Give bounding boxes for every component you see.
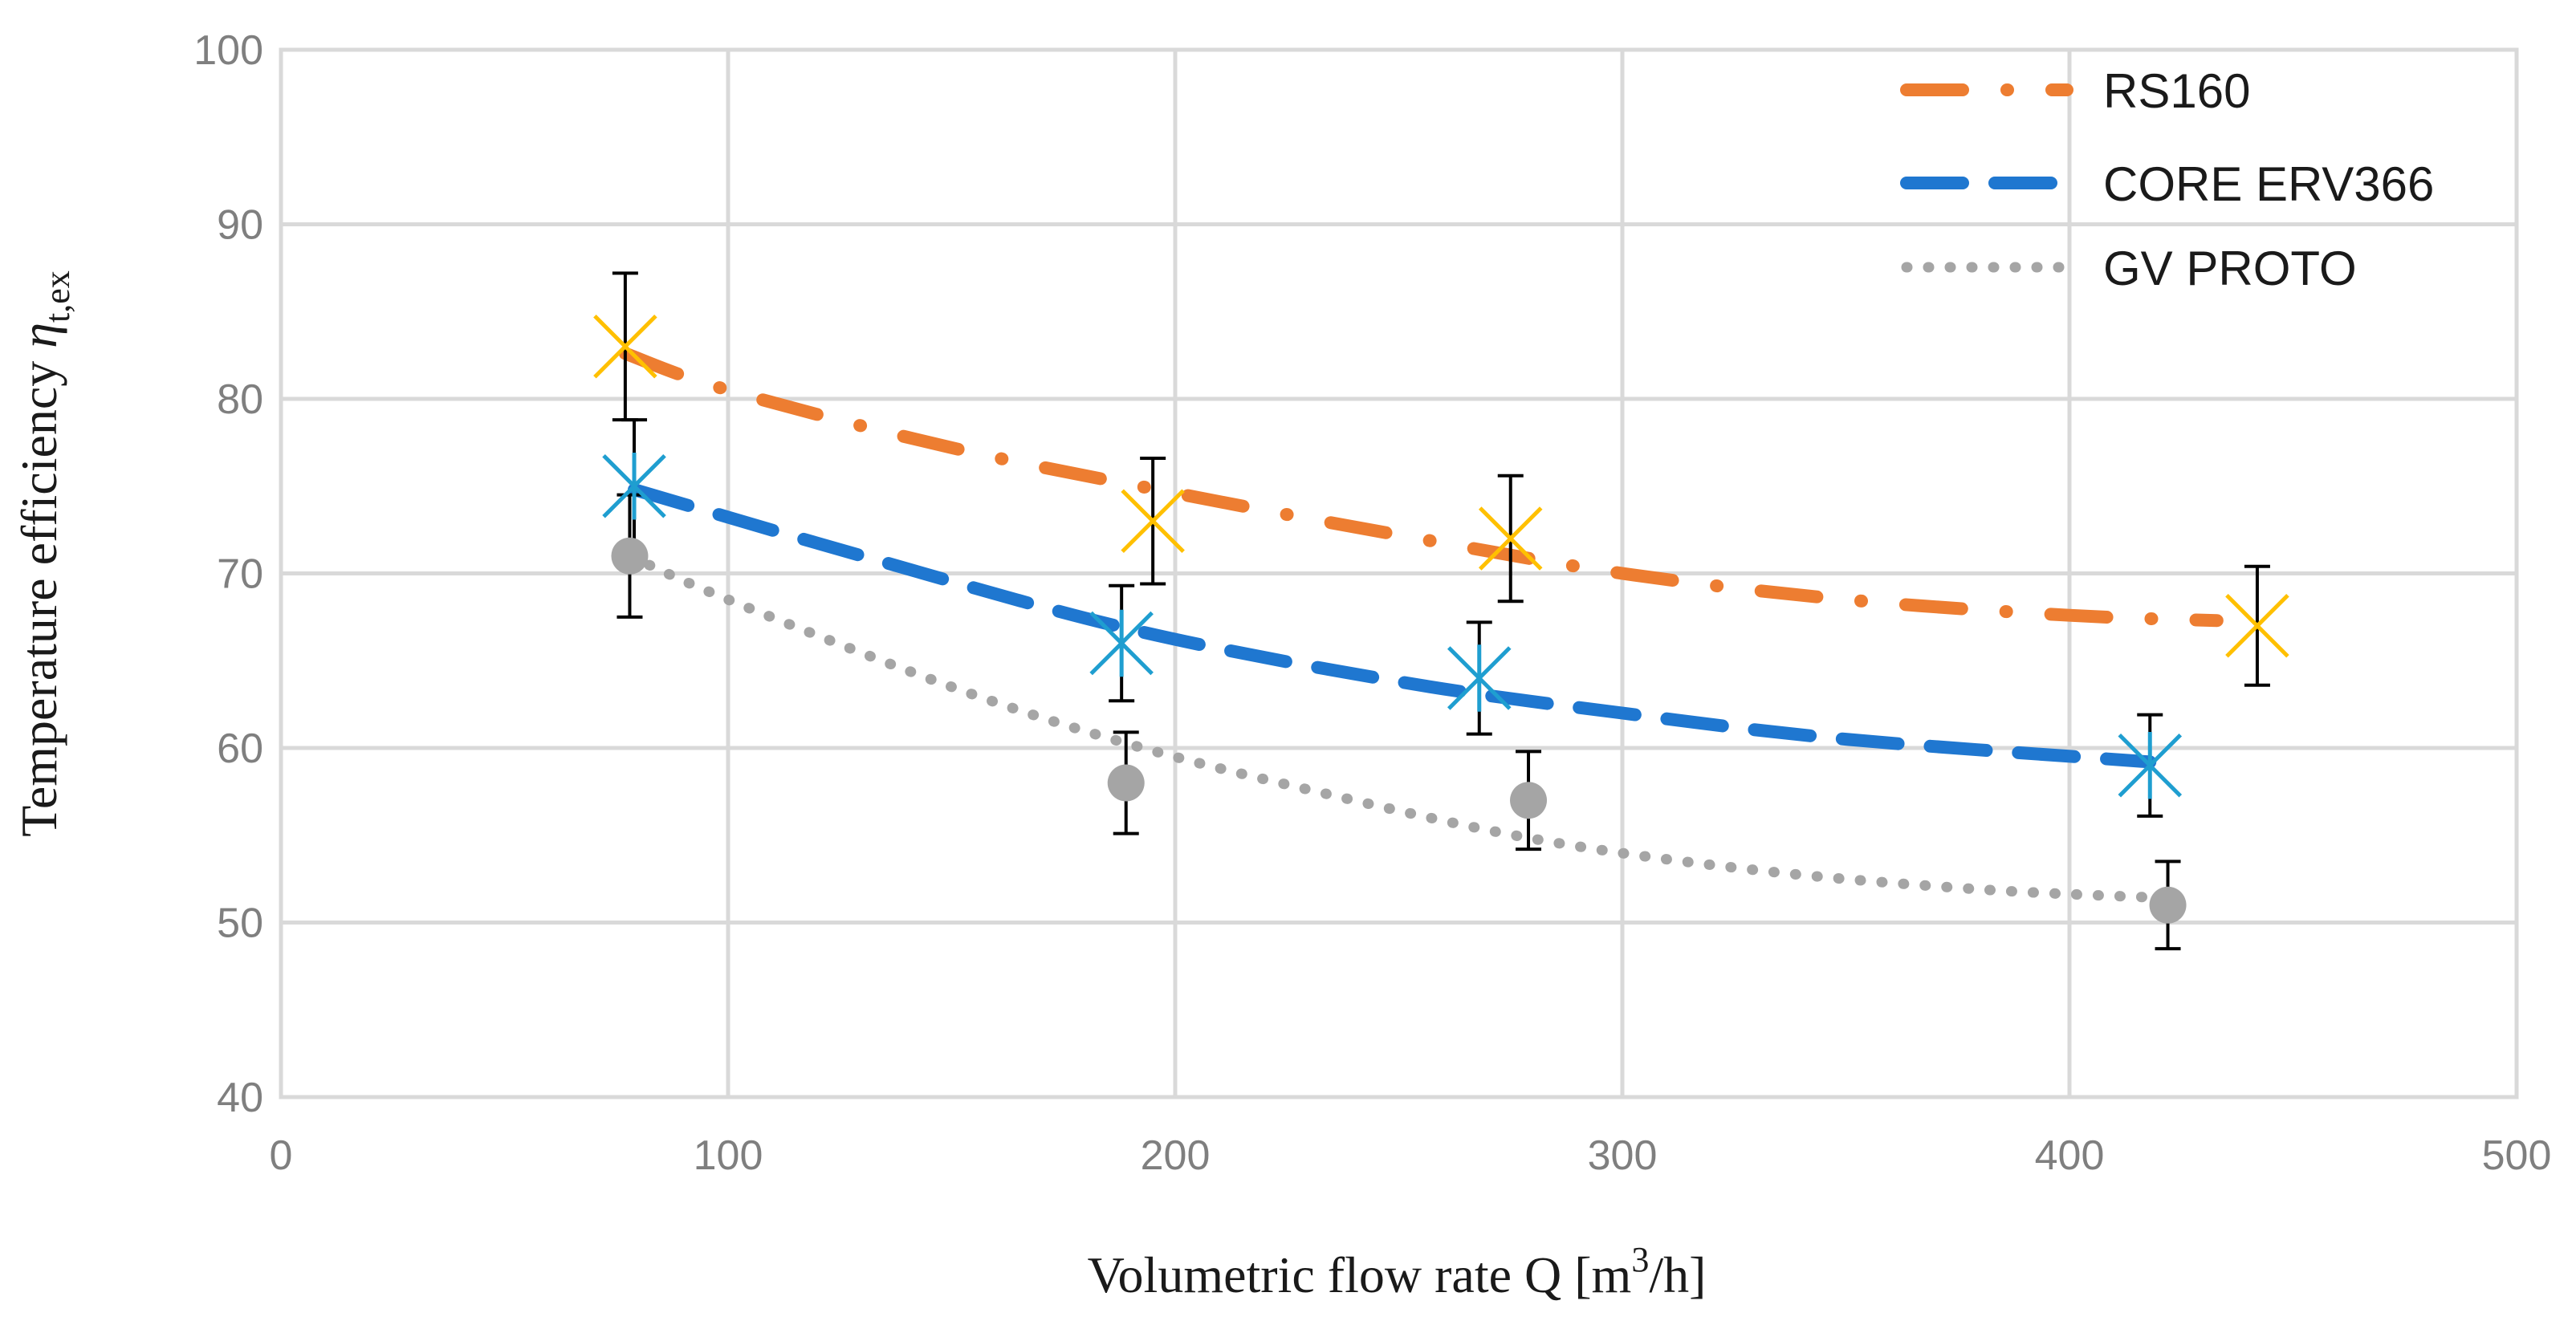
- marker-dot: [1510, 782, 1548, 819]
- x-axis-title-tail: /h]: [1649, 1246, 1706, 1303]
- data-point-1-0: [602, 452, 666, 520]
- data-point-2-2: [1510, 782, 1548, 819]
- data-point-1-3: [2118, 731, 2183, 799]
- y-axis-title-main: Temperature efficiency: [10, 348, 67, 837]
- marker-stroke: [1121, 489, 1185, 554]
- error-bars: [612, 271, 2270, 951]
- x-axis-tick-labels: 0 100 200 300 400 500: [270, 1132, 2552, 1179]
- data-point-0-0: [593, 314, 657, 379]
- y-tick-label-60: 60: [217, 725, 263, 772]
- marker-stroke: [1478, 506, 1543, 571]
- data-point-2-0: [611, 537, 649, 575]
- y-tick-label-100: 100: [193, 27, 263, 74]
- trend-line-1: [628, 483, 2157, 769]
- plot-area-frame: [279, 47, 2519, 1099]
- y-axis-tick-labels: 40 50 60 70 80 90 100: [193, 27, 263, 1121]
- data-point-0-3: [2225, 593, 2289, 658]
- data-point-2-1: [1107, 764, 1145, 802]
- legend-label-1: CORE ERV366: [2103, 157, 2434, 211]
- x-axis-title-main: Volumetric flow rate Q [m: [1088, 1246, 1632, 1303]
- y-tick-label-80: 80: [217, 376, 263, 423]
- y-axis-title: Temperature efficiency ηt,ex: [10, 270, 77, 837]
- marker-dot: [1107, 764, 1145, 802]
- y-tick-label-50: 50: [217, 900, 263, 947]
- data-point-1-2: [1447, 644, 1512, 712]
- trend-line-0: [618, 347, 2224, 628]
- marker-stroke: [593, 314, 657, 379]
- y-tick-label-70: 70: [217, 551, 263, 598]
- y-axis-title-subscript: t,ex: [38, 270, 77, 323]
- legend-label-2: GV PROTO: [2103, 242, 2357, 295]
- marker-dot: [2149, 886, 2187, 924]
- legend-label-0: RS160: [2103, 64, 2250, 118]
- y-tick-label-40: 40: [217, 1075, 263, 1121]
- y-axis-title-symbol: η: [10, 323, 67, 348]
- trend-lines: [618, 347, 2224, 904]
- x-tick-label-0: 0: [270, 1132, 293, 1179]
- legend: RS160 CORE ERV366 GV PROTO: [1900, 64, 2434, 295]
- data-markers: [593, 314, 2289, 924]
- x-tick-label-300: 300: [1588, 1132, 1658, 1179]
- x-tick-label-100: 100: [694, 1132, 763, 1179]
- data-point-0-2: [1478, 506, 1543, 571]
- x-tick-label-400: 400: [2035, 1132, 2105, 1179]
- x-tick-label-500: 500: [2482, 1132, 2552, 1179]
- marker-stroke: [2225, 593, 2289, 658]
- x-axis-title: Volumetric flow rate Q [m3/h]: [1088, 1240, 1707, 1303]
- data-point-1-1: [1089, 609, 1154, 677]
- y-tick-label-90: 90: [217, 202, 263, 249]
- data-point-2-3: [2149, 886, 2187, 924]
- x-tick-label-200: 200: [1141, 1132, 1211, 1179]
- data-point-0-1: [1121, 489, 1185, 554]
- x-axis-title-superscript: 3: [1631, 1240, 1649, 1279]
- trend-line-2: [624, 551, 2174, 904]
- marker-dot: [611, 537, 649, 575]
